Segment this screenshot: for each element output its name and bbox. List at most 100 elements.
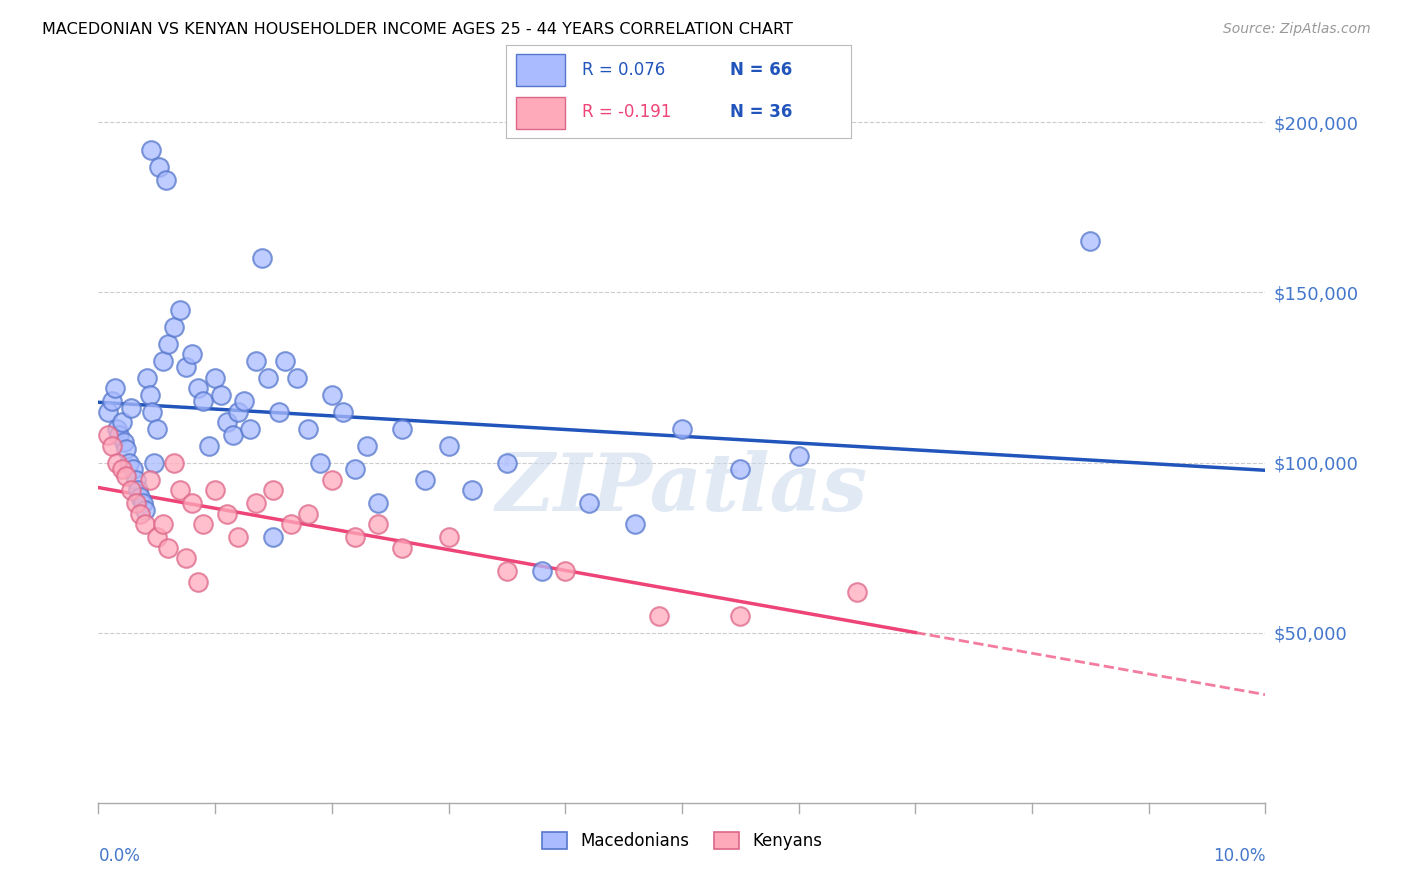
Bar xyxy=(516,54,565,86)
Point xyxy=(97,404,120,418)
Point xyxy=(461,483,484,497)
Point xyxy=(163,456,186,470)
Point xyxy=(437,439,460,453)
Point xyxy=(136,370,159,384)
Point xyxy=(141,404,163,418)
Point xyxy=(228,404,250,418)
Point xyxy=(274,353,297,368)
Point xyxy=(671,421,693,435)
Point xyxy=(356,439,378,453)
Point xyxy=(104,381,127,395)
Point xyxy=(228,531,250,545)
Point xyxy=(125,496,148,510)
Point xyxy=(163,319,186,334)
Point xyxy=(332,404,354,418)
Point xyxy=(132,496,155,510)
Point xyxy=(193,394,215,409)
Point xyxy=(187,574,209,589)
Point xyxy=(146,421,169,435)
Text: 10.0%: 10.0% xyxy=(1213,847,1265,864)
Point xyxy=(139,143,162,157)
Point xyxy=(496,456,519,470)
Point xyxy=(134,503,156,517)
Point xyxy=(129,490,152,504)
Point xyxy=(101,394,124,409)
Point xyxy=(180,496,202,510)
Point xyxy=(112,435,135,450)
Point xyxy=(215,415,238,429)
Point xyxy=(105,456,128,470)
Point xyxy=(115,469,138,483)
Point xyxy=(245,496,267,510)
Point xyxy=(647,608,669,623)
Point xyxy=(122,462,145,476)
Point xyxy=(108,428,131,442)
Point xyxy=(215,507,238,521)
Point xyxy=(250,252,273,266)
Point xyxy=(285,370,308,384)
Point xyxy=(309,456,332,470)
Point xyxy=(180,347,202,361)
Text: N = 66: N = 66 xyxy=(730,61,793,78)
Point xyxy=(263,531,285,545)
Point xyxy=(157,336,180,351)
Point xyxy=(118,456,141,470)
Point xyxy=(174,550,197,565)
Point xyxy=(125,473,148,487)
Point xyxy=(139,387,162,401)
Point xyxy=(730,462,752,476)
Point xyxy=(297,507,319,521)
Point xyxy=(209,387,232,401)
Text: Source: ZipAtlas.com: Source: ZipAtlas.com xyxy=(1223,22,1371,37)
Point xyxy=(111,462,134,476)
Text: ZIPatlas: ZIPatlas xyxy=(496,450,868,527)
Point xyxy=(97,428,120,442)
Point xyxy=(269,404,291,418)
Point xyxy=(256,370,278,384)
Point xyxy=(413,473,436,487)
Point xyxy=(146,531,169,545)
Point xyxy=(134,516,156,531)
Text: R = -0.191: R = -0.191 xyxy=(582,103,671,121)
Point xyxy=(127,483,149,497)
Point xyxy=(554,565,576,579)
Point xyxy=(530,565,553,579)
Point xyxy=(187,381,209,395)
Point xyxy=(239,421,262,435)
Point xyxy=(321,473,343,487)
Point xyxy=(143,456,166,470)
Point xyxy=(204,370,226,384)
Point xyxy=(120,483,142,497)
Point xyxy=(233,394,256,409)
Point xyxy=(367,496,389,510)
Point xyxy=(578,496,600,510)
Point xyxy=(391,541,413,555)
Point xyxy=(152,516,174,531)
Point xyxy=(193,516,215,531)
Point xyxy=(204,483,226,497)
Point xyxy=(157,541,180,555)
Point xyxy=(101,439,124,453)
Point xyxy=(115,442,138,456)
Point xyxy=(846,585,869,599)
Point xyxy=(344,462,367,476)
Point xyxy=(344,531,367,545)
Point xyxy=(111,415,134,429)
Point xyxy=(120,401,142,416)
Point xyxy=(321,387,343,401)
Point xyxy=(105,421,128,435)
Text: R = 0.076: R = 0.076 xyxy=(582,61,665,78)
Bar xyxy=(516,97,565,129)
Point xyxy=(367,516,389,531)
Point xyxy=(496,565,519,579)
Point xyxy=(624,516,647,531)
Point xyxy=(139,473,162,487)
Point xyxy=(174,360,197,375)
Point xyxy=(198,439,221,453)
Point xyxy=(263,483,285,497)
Point xyxy=(152,353,174,368)
Point xyxy=(155,173,177,187)
Point xyxy=(280,516,302,531)
Text: N = 36: N = 36 xyxy=(730,103,793,121)
Text: MACEDONIAN VS KENYAN HOUSEHOLDER INCOME AGES 25 - 44 YEARS CORRELATION CHART: MACEDONIAN VS KENYAN HOUSEHOLDER INCOME … xyxy=(42,22,793,37)
